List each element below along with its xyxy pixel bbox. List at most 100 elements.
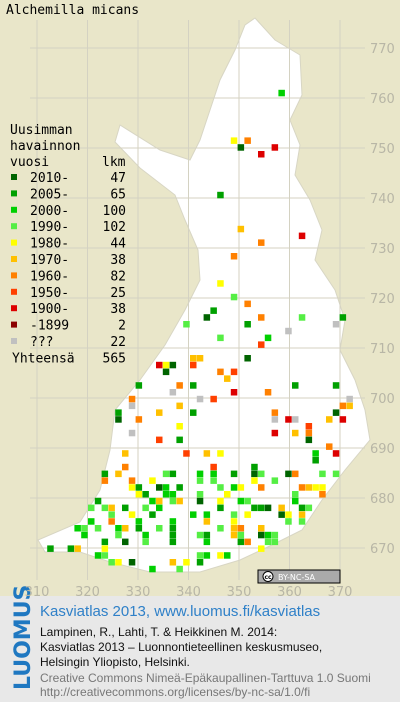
occurrence-square — [128, 395, 136, 403]
occurrence-square — [298, 511, 306, 518]
occurrence-square — [94, 525, 102, 532]
atlas-link[interactable]: Kasviatlas 2013, www.luomus.fi/kasviatla… — [40, 603, 320, 620]
occurrence-square — [156, 409, 163, 416]
legend-total-label: Yhteensä — [12, 351, 75, 366]
occurrence-square — [224, 491, 231, 498]
legend-count: 100 — [103, 204, 126, 219]
license-line: http://creativecommons.org/licenses/by-n… — [40, 685, 310, 699]
legend-count: 65 — [110, 187, 126, 202]
occurrence-square — [237, 144, 245, 151]
occurrence-square — [244, 137, 251, 144]
occurrence-square — [135, 491, 143, 498]
occurrence-square — [298, 504, 306, 512]
occurrence-square — [190, 511, 197, 518]
occurrence-square — [258, 504, 265, 512]
occurrence-square — [94, 552, 102, 559]
occurrence-squares — [47, 89, 353, 573]
occurrence-square — [196, 477, 204, 484]
occurrence-square — [88, 504, 95, 512]
legend-count: 38 — [110, 253, 126, 268]
occurrence-square — [196, 470, 204, 478]
occurrence-square — [305, 429, 313, 437]
occurrence-square — [169, 538, 177, 546]
northing-label: 680 — [370, 492, 395, 507]
easting-label: 350 — [227, 585, 252, 600]
legend-label: 2010- — [30, 171, 69, 186]
occurrence-square — [271, 531, 279, 539]
occurrence-square — [162, 470, 170, 478]
legend-label: 1900- — [30, 302, 69, 317]
legend-swatch — [11, 321, 17, 328]
badge-text: BY-NC-SA — [278, 573, 316, 582]
legend-heading: Uusimman — [10, 123, 73, 138]
legend-swatch — [11, 206, 17, 213]
occurrence-square — [74, 545, 81, 552]
occurrence-square — [332, 321, 340, 328]
occurrence-square — [122, 538, 129, 546]
occurrence-square — [156, 361, 163, 369]
occurrence-square — [183, 559, 190, 566]
occurrence-square — [285, 470, 292, 478]
occurrence-square — [305, 423, 313, 430]
occurrence-square — [244, 355, 251, 362]
occurrence-square — [183, 450, 190, 457]
occurrence-square — [319, 491, 326, 498]
occurrence-square — [292, 470, 299, 478]
occurrence-square — [230, 525, 238, 532]
legend-swatch — [11, 288, 17, 295]
occurrence-square — [176, 402, 183, 410]
occurrence-square — [244, 300, 251, 308]
occurrence-square — [169, 491, 177, 498]
occurrence-square — [203, 511, 211, 518]
occurrence-square — [115, 525, 122, 532]
occurrence-square — [196, 355, 204, 362]
occurrence-square — [332, 470, 340, 478]
occurrence-square — [115, 409, 122, 416]
occurrence-square — [162, 491, 170, 498]
occurrence-square — [74, 525, 81, 532]
legend-count: 25 — [110, 286, 126, 301]
occurrence-square — [156, 497, 163, 505]
occurrence-square — [332, 382, 340, 389]
occurrence-square — [339, 416, 347, 423]
occurrence-square — [298, 484, 306, 491]
occurrence-square — [292, 416, 299, 423]
occurrence-square — [196, 552, 204, 559]
occurrence-square — [115, 470, 122, 478]
easting-label: 340 — [176, 585, 201, 600]
northing-label: 700 — [370, 392, 395, 407]
occurrence-square — [196, 531, 204, 539]
legend-swatch — [11, 305, 17, 312]
map-grid — [30, 20, 365, 580]
legend-label: 2000- — [30, 204, 69, 219]
easting-label: 370 — [328, 585, 353, 600]
occurrence-square — [251, 477, 258, 484]
occurrence-square — [230, 518, 238, 525]
occurrence-square — [115, 531, 122, 539]
legend-label: 2005- — [30, 187, 69, 202]
occurrence-square — [271, 409, 279, 416]
occurrence-square — [108, 511, 115, 518]
occurrence-square — [285, 416, 292, 423]
easting-label: 360 — [277, 585, 302, 600]
occurrence-square — [176, 497, 183, 505]
occurrence-square — [292, 429, 299, 437]
occurrence-square — [244, 497, 251, 505]
legend-total: 565 — [103, 351, 126, 366]
occurrence-square — [292, 491, 299, 498]
occurrence-square — [230, 484, 238, 491]
occurrence-square — [237, 525, 245, 532]
occurrence-square — [224, 552, 231, 559]
occurrence-square — [196, 491, 204, 498]
occurrence-square — [326, 443, 333, 450]
occurrence-square — [162, 361, 170, 369]
occurrence-square — [217, 525, 224, 532]
occurrence-square — [264, 538, 272, 546]
occurrence-square — [183, 321, 190, 328]
occurrence-square — [169, 470, 177, 478]
northing-label: 750 — [370, 142, 395, 157]
occurrence-square — [339, 402, 347, 410]
legend-count: 38 — [110, 302, 126, 317]
occurrence-square — [251, 504, 258, 512]
occurrence-square — [271, 416, 279, 423]
